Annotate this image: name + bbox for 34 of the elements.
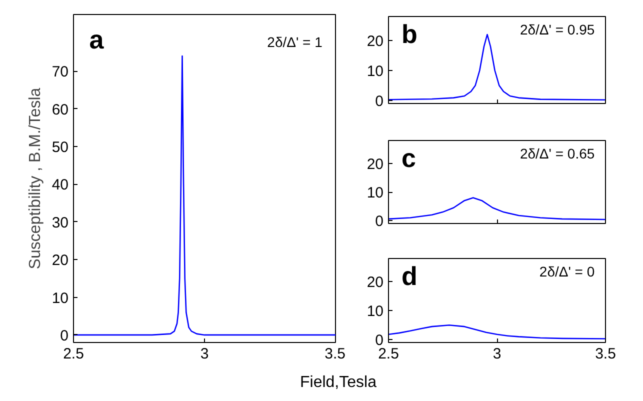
x-tick-label: 3.5 <box>595 346 616 362</box>
annotation: 2δ/Δ' = 0.65 <box>520 145 595 162</box>
annotation: 2δ/Δ' = 0.95 <box>520 22 595 38</box>
y-tick-label: 20 <box>366 33 384 50</box>
y-tick-label: 0 <box>60 327 68 344</box>
x-tick-label: 3 <box>200 346 209 362</box>
chart-title: c <box>402 142 416 173</box>
annotation: 2δ/Δ' = 1 <box>267 34 323 50</box>
chart-title: d <box>402 261 418 292</box>
x-tick-label: 2.5 <box>63 346 84 362</box>
y-tick-label: 40 <box>52 176 69 194</box>
x-tick-label: 3 <box>492 346 502 362</box>
y-tick-label: 20 <box>366 156 384 173</box>
line-series <box>388 197 606 220</box>
y-tick-label: 30 <box>52 214 69 232</box>
chart-title: a <box>89 24 104 54</box>
y-tick-label: 70 <box>52 64 69 81</box>
y-tick-label: 20 <box>52 252 69 270</box>
y-tick-label: 20 <box>366 274 384 292</box>
x-tick-label: 3.5 <box>324 346 346 362</box>
y-tick-label: 10 <box>366 303 384 320</box>
y-tick-label: 60 <box>52 101 69 118</box>
x-axis-title: Field,Tesla <box>300 373 376 393</box>
y-tick-label: 10 <box>52 290 69 307</box>
line-series <box>74 55 336 336</box>
chart-title: b <box>402 19 418 50</box>
line-series <box>388 324 606 340</box>
y-tick-label: 0 <box>375 93 384 110</box>
y-axis-title: Susceptibility , B.M./Tesla <box>26 88 44 270</box>
y-tick-label: 0 <box>375 213 384 230</box>
annotation: 2δ/Δ' = 0 <box>539 264 595 280</box>
y-tick-label: 10 <box>366 184 384 202</box>
y-tick-label: 10 <box>366 63 384 80</box>
y-tick-label: 50 <box>52 138 69 156</box>
